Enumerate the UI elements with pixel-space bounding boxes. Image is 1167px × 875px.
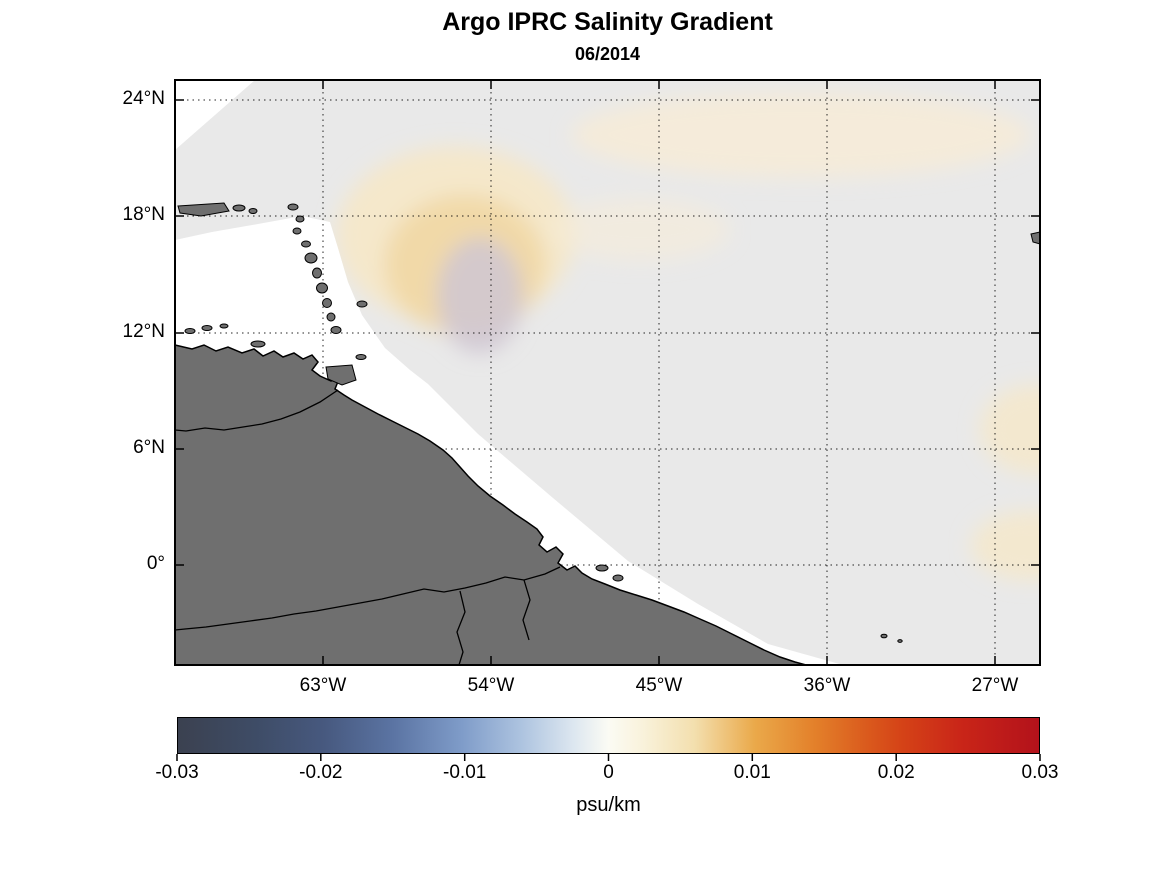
antilles-island [287, 203, 299, 211]
antilles-island [312, 267, 322, 279]
delta-island [595, 564, 609, 572]
colorbar-tick-label: -0.03 [155, 762, 199, 783]
antilles-island [301, 240, 311, 248]
plot-border [174, 79, 1041, 666]
x-tick-label: 27°W [971, 675, 1019, 696]
colorbar-tick-label: -0.02 [299, 762, 343, 783]
field-feature-northern-band [571, 92, 1031, 178]
colorbar-ticks [176, 754, 1041, 761]
figure-title: Argo IPRC Salinity Gradient [442, 8, 773, 36]
field-feature-gradient-minimum-patch [436, 237, 523, 354]
river-branch-east [522, 579, 531, 641]
colorbar-tick-label: 0.02 [877, 762, 915, 783]
noronha-island [897, 639, 903, 643]
south-america-landmass [174, 344, 807, 666]
small-island [232, 204, 246, 212]
field-feature-faint-band-18n [550, 198, 730, 261]
margarita-island [250, 340, 266, 348]
antilles-island [295, 215, 305, 223]
island-group [177, 202, 1041, 643]
river-lines [174, 389, 561, 666]
abc-island [201, 325, 213, 331]
trinidad-island [325, 364, 357, 386]
x-tick-label: 45°W [635, 675, 683, 696]
x-tick-label: 36°W [803, 675, 851, 696]
abc-island [184, 328, 196, 334]
colorbar-tick-label: 0.03 [1021, 762, 1059, 783]
field-feature-east-edge-patch [980, 384, 1040, 474]
y-tick-label: 12°N [122, 321, 165, 342]
antilles-island [326, 312, 336, 322]
barbados-island [356, 300, 368, 308]
y-tick-label: 24°N [122, 88, 165, 109]
y-tick-label: 18°N [122, 204, 165, 225]
colorbar-unit-label: psu/km [576, 794, 641, 816]
axis-ticks [175, 80, 1040, 665]
field-feature-layer [336, 92, 1040, 581]
colorbar-tick-label: 0 [603, 762, 614, 783]
orinoco-river [174, 389, 339, 432]
colorbar-tick-label: -0.01 [443, 762, 487, 783]
noronha-island [880, 633, 888, 639]
colorbar-gradient [177, 717, 1040, 754]
antilles-island [292, 227, 302, 235]
small-island [248, 208, 258, 214]
y-tick-label: 6°N [133, 437, 165, 458]
antilles-island [330, 326, 342, 334]
river-branch-south [456, 590, 466, 666]
amazon-river [174, 566, 561, 631]
tobago-island [355, 354, 367, 360]
puerto-rico-island [177, 202, 230, 217]
x-tick-label: 54°W [467, 675, 515, 696]
field-feature-southeast-edge-patch [970, 510, 1040, 581]
delta-island [612, 574, 624, 582]
colorbar-tick-label: 0.01 [733, 762, 771, 783]
antilles-island [316, 282, 328, 294]
figure-subtitle: 06/2014 [574, 44, 641, 64]
y-tick-label: 0° [146, 553, 165, 574]
abc-island [219, 323, 229, 329]
antilles-island [322, 298, 332, 308]
antilles-island [304, 252, 318, 264]
x-tick-label: 63°W [299, 675, 347, 696]
